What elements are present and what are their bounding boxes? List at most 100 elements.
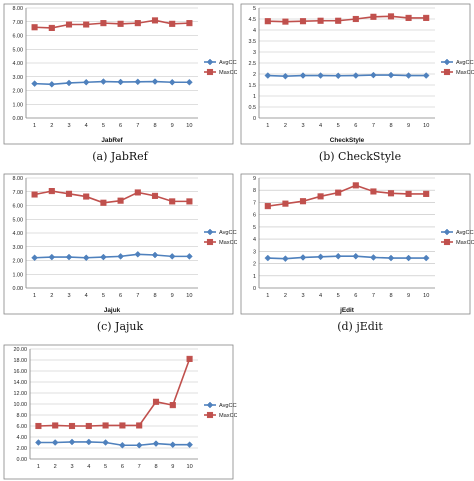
data-point bbox=[85, 422, 92, 430]
legend-marker bbox=[206, 58, 214, 66]
y-tick-label: 0.00 bbox=[13, 286, 24, 292]
legend-marker bbox=[443, 238, 451, 246]
x-tick-label: 6 bbox=[121, 464, 124, 470]
y-tick-label: 7 bbox=[253, 200, 256, 206]
y-tick-label: 1 bbox=[253, 274, 256, 280]
data-point bbox=[119, 441, 126, 449]
x-tick-label: 9 bbox=[407, 123, 410, 129]
data-point bbox=[282, 72, 289, 80]
data-point bbox=[48, 80, 56, 88]
data-point bbox=[83, 21, 90, 28]
legend-label: AvgCC bbox=[456, 230, 474, 236]
data-point bbox=[100, 199, 107, 206]
y-tick-label: 2.00 bbox=[17, 446, 28, 452]
series-line-maxcc bbox=[267, 184, 427, 207]
panel-jabref: 0.00 1.00 2.00 3.00 4.00 5.00 6.00 7.00 8.00 1 2 3 4… bbox=[0, 0, 237, 148]
data-point bbox=[264, 254, 272, 262]
data-point bbox=[68, 422, 76, 430]
y-tick-label: 4.5 bbox=[249, 17, 257, 23]
legend-label: MaxCC bbox=[219, 413, 237, 419]
data-point bbox=[422, 72, 430, 79]
x-tick-label: 5 bbox=[104, 464, 107, 470]
legend-marker bbox=[206, 401, 214, 409]
chart-frame bbox=[240, 173, 471, 315]
series-line-avgcc bbox=[34, 80, 190, 86]
data-point bbox=[423, 190, 430, 197]
x-tick-label: 10 bbox=[186, 123, 192, 129]
caption-jedit: (d) jEdit bbox=[337, 320, 383, 333]
data-point bbox=[65, 21, 73, 28]
legend-label: MaxCC bbox=[456, 240, 474, 246]
chart-jabref: 0.00 1.00 2.00 3.00 4.00 5.00 6.00 7.00 8.00 1 2 3 4… bbox=[3, 3, 237, 145]
legend-label: AvgCC bbox=[456, 60, 474, 66]
x-tick-label: 4 bbox=[319, 293, 322, 299]
series-line-maxcc bbox=[34, 190, 190, 204]
data-point bbox=[186, 441, 193, 449]
legend-marker bbox=[206, 68, 214, 76]
x-tick-label: 7 bbox=[138, 464, 141, 470]
x-tick-label: 10 bbox=[186, 464, 192, 470]
y-tick-label: 6.00 bbox=[13, 204, 24, 210]
y-tick-label: 3.00 bbox=[13, 245, 24, 251]
legend-label: AvgCC bbox=[219, 60, 237, 66]
y-tick-label: 2.5 bbox=[249, 61, 257, 67]
data-point bbox=[136, 422, 143, 429]
x-tick-label: 8 bbox=[153, 293, 156, 299]
data-point bbox=[334, 72, 342, 80]
series-line-avgcc bbox=[34, 253, 190, 259]
x-tick-label: 3 bbox=[67, 293, 70, 299]
panel-fifth: 0.00 2.00 4.00 6.00 8.00 10.00 12.00 14.00 16.00… bbox=[0, 341, 237, 481]
data-point bbox=[317, 253, 324, 261]
y-tick-label: 3.00 bbox=[13, 75, 24, 81]
y-tick-label: 20.00 bbox=[14, 347, 28, 353]
data-point bbox=[35, 422, 42, 430]
series-line-maxcc bbox=[267, 15, 427, 23]
data-point bbox=[100, 78, 107, 85]
data-point bbox=[264, 72, 272, 79]
y-tick-label: 1.5 bbox=[249, 83, 257, 89]
x-tick-label: 8 bbox=[153, 123, 156, 129]
data-point bbox=[405, 254, 412, 262]
data-point bbox=[119, 422, 126, 429]
x-tick-label: 9 bbox=[171, 464, 174, 470]
y-tick-label: 8.00 bbox=[13, 176, 24, 182]
x-tick-label: 5 bbox=[337, 293, 340, 299]
data-point bbox=[100, 20, 107, 27]
data-point bbox=[387, 71, 395, 79]
x-tick-label: 7 bbox=[372, 123, 375, 129]
data-point bbox=[134, 78, 142, 86]
data-point bbox=[31, 24, 38, 31]
data-point bbox=[117, 253, 124, 260]
y-tick-label: 18.00 bbox=[14, 358, 28, 364]
data-point bbox=[282, 255, 289, 263]
legend-label: MaxCC bbox=[456, 70, 474, 76]
data-point bbox=[352, 15, 359, 23]
series-line-maxcc bbox=[34, 19, 190, 29]
data-point bbox=[299, 198, 307, 205]
data-point bbox=[186, 198, 193, 205]
data-point bbox=[387, 13, 395, 20]
data-point bbox=[169, 198, 176, 205]
data-point bbox=[82, 78, 90, 86]
chart-frame bbox=[3, 173, 234, 315]
chart-title: CheckStyle bbox=[330, 137, 365, 144]
chart-checkstyle: 0 0.5 1 1.5 2 2.5 3 3.5 4 4.5 5 1 2 3 4 5 6 7 8 9 10 CheckSty… bbox=[240, 3, 474, 145]
legend-label: AvgCC bbox=[219, 230, 237, 236]
y-tick-label: 1 bbox=[253, 94, 256, 100]
x-tick-label: 5 bbox=[102, 123, 105, 129]
x-tick-label: 2 bbox=[54, 464, 57, 470]
y-tick-label: 4 bbox=[253, 28, 256, 34]
y-tick-label: 9 bbox=[253, 176, 256, 182]
x-tick-label: 9 bbox=[171, 293, 174, 299]
data-point bbox=[405, 14, 412, 21]
data-point bbox=[151, 78, 159, 85]
x-tick-label: 2 bbox=[50, 293, 53, 299]
legend-marker bbox=[443, 228, 451, 236]
y-tick-label: 3 bbox=[253, 50, 256, 56]
x-tick-label: 2 bbox=[284, 123, 287, 129]
chart-jedit: 0 1 2 3 4 5 6 7 8 9 1 2 3 4 5 6 7 8 9 10 jEdit AvgCC MaxCC bbox=[240, 173, 474, 315]
data-point bbox=[352, 182, 359, 189]
caption-jajuk: (c) Jajuk bbox=[96, 320, 144, 333]
x-tick-label: 5 bbox=[102, 293, 105, 299]
y-tick-label: 5 bbox=[253, 6, 256, 12]
